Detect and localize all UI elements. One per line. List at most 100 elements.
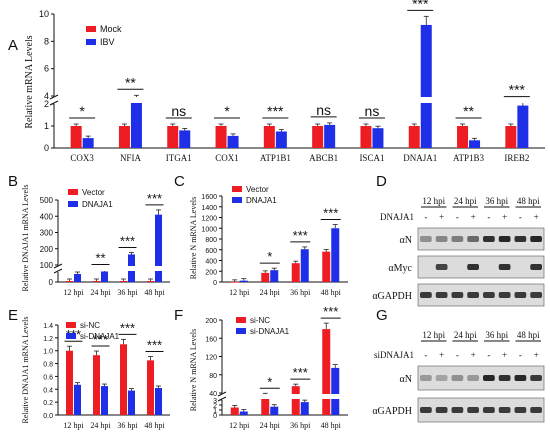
blot_G-protein-band [530,375,542,381]
blot_D-protein-band [435,236,448,242]
A-bar-break-gap [516,97,530,103]
blot_D-blot-membrane [417,227,545,251]
A-bar-treatment [275,131,287,148]
blot_D-protein-band [420,236,432,242]
B-x-tick-label: 24 hpi [90,288,111,297]
B-significance-label: *** [120,233,135,248]
A-significance-label: * [224,103,230,119]
blot_G-lane-sign: + [502,350,507,360]
C-bar-treatment [331,228,340,282]
A-y-tick-label: 2 [44,99,49,109]
A-significance-label: ns [171,103,186,119]
F-bar-control [322,329,331,415]
panel-label-D: D [376,173,387,190]
B-bar-treatment [101,271,108,282]
blot_D-timepoint-label: 12 hpi [422,196,445,206]
E-bar-control [66,350,73,415]
B-y-tick-label: 200 [40,245,54,254]
F-y-tick-label: 40 [209,391,217,398]
E-y-tick-label: 1.0 [43,349,53,356]
F-y-tick-label: 200 [205,318,217,325]
B-bar-break-gap [100,266,109,271]
panel-label-G: G [376,307,388,324]
F-x-tick-label: 24 hpi [260,421,281,430]
E-legend-swatch [66,322,76,328]
blot_D-timepoint-label: 24 hpi [454,196,477,206]
C-bar-treatment [270,270,279,282]
B-y-tick-label: 500 [40,196,54,205]
C-y-tick-label: 1200 [201,216,217,223]
F-bar-control [230,407,239,415]
blot_G-timepoint-label: 24 hpi [454,330,477,340]
blot_G-lane-sign: - [519,350,522,360]
E-x-tick-label: 36 hpi [117,421,138,430]
blot_G-timepoint-label: 36 hpi [485,330,508,340]
E-y-tick-label: 0.6 [43,374,53,381]
C-y-tick-label: 0 [213,280,217,287]
E-y-axis-title: Relative DNAJA1 mRNA Levels [21,317,30,424]
blot_G-antibody-label: αGAPDH [372,406,412,417]
blot_D-protein-band [451,236,464,242]
E-y-tick-label: 0.0 [43,413,53,420]
A-significance-label: ns [365,103,380,119]
A-y-tick-label: 10 [39,9,49,19]
blot_D-protein-band [435,264,448,270]
blot_D-protein-band [435,292,448,298]
A-bar-control [215,126,227,148]
E-x-tick-label: 24 hpi [90,421,111,430]
B-y-tick-label: 400 [40,212,54,221]
F-bar-treatment [270,406,279,415]
C-legend-label: DNAJA1 [246,196,277,205]
E-y-tick-label: 0.4 [43,387,53,394]
B-bar-break-gap [127,266,136,271]
chart-E: 0.0 0.2 0.4 0.6 0.8 1.0 1.2 1.4 Relative DNAJA1 … [21,317,170,430]
B-axis-break-mark [53,268,63,274]
blot_D-protein-band [420,292,432,298]
B-x-tick-label: 36 hpi [117,288,138,297]
blot_G-protein-band [451,375,464,381]
A-significance-label: *** [267,103,284,119]
panel-label-E: E [8,307,18,324]
B-significance-label: *** [147,191,162,206]
F-y-tick-label: 2 [213,403,217,410]
F-bar-break-gap [269,394,280,399]
A-bar-treatment [324,124,336,148]
A-bar-control [70,126,82,148]
A-significance-label: ** [463,103,474,119]
blot_D-protein-band [530,236,542,242]
blot_G-timepoint-label: 48 hpi [517,330,540,340]
B-bar-treatment [74,274,81,282]
E-bar-treatment [101,386,108,415]
E-significance-label: *** [120,320,135,335]
F-y-axis-title: Relative N mRNA Levels [189,329,198,411]
E-bar-treatment [128,390,135,415]
blot_D-lane-sign: + [439,212,444,222]
A-bar-treatment [420,24,432,148]
B-bar-control [147,281,154,282]
panel-label-C: C [174,173,185,190]
B-bar-break-gap [154,266,163,271]
blot_D-lane-sign: + [502,212,507,222]
F-bar-break-gap [290,394,301,399]
blot_D-protein-band [514,236,527,242]
C-y-tick-label: 1400 [201,205,217,212]
A-x-tick-label: ATP1B1 [260,153,291,163]
C-bar-treatment [239,280,248,282]
E-x-tick-label: 48 hpi [144,421,165,430]
A-x-tick-label: IREB2 [504,153,529,163]
B-x-tick-label: 12 hpi [63,288,84,297]
C-bar-treatment [300,249,309,282]
B-bar-treatment [155,214,162,282]
B-legend-label: DNAJA1 [82,200,113,209]
B-legend-swatch [68,201,78,207]
C-y-tick-label: 400 [205,259,217,266]
A-x-tick-label: NFIA [120,153,142,163]
blot_D-timepoint-label: 36 hpi [485,196,508,206]
B-y-tick-label: 300 [40,229,54,238]
blot_D-protein-band [530,264,542,270]
F-significance-label: *** [323,304,338,319]
